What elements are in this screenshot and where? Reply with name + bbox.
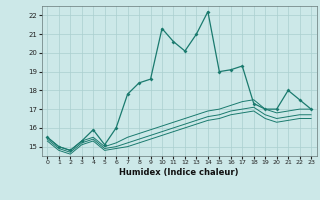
X-axis label: Humidex (Indice chaleur): Humidex (Indice chaleur) <box>119 168 239 177</box>
